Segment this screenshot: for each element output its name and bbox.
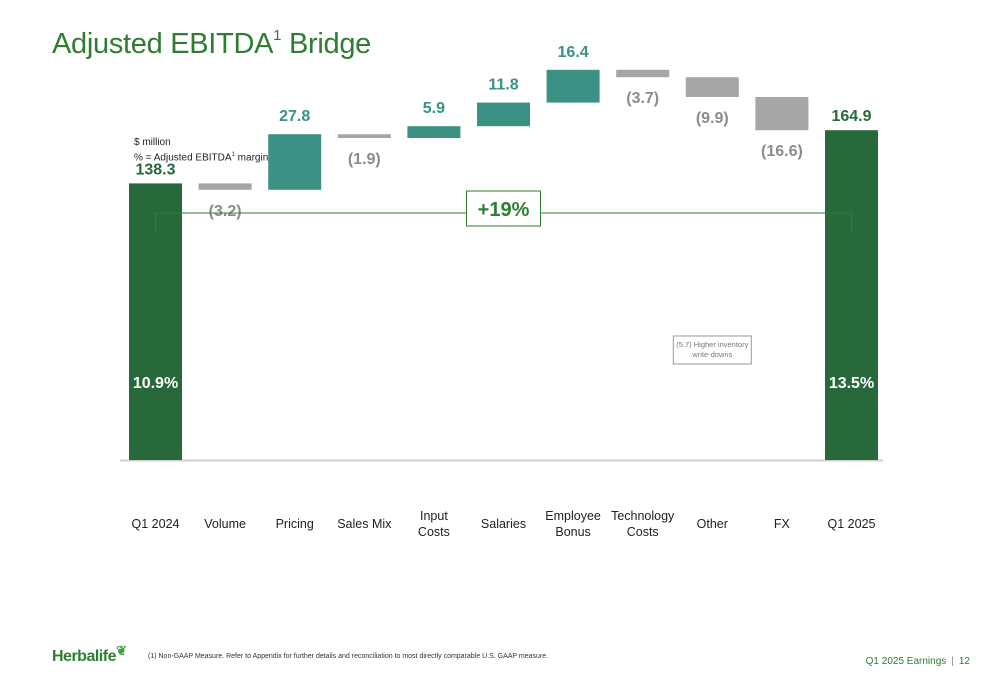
data-label-5: 11.8	[488, 77, 518, 94]
category-label-3: Sales Mix	[337, 517, 392, 531]
data-label-1: (3.2)	[209, 203, 242, 220]
page-title: Adjusted EBITDA1 Bridge	[52, 27, 372, 60]
data-label-6: 16.4	[558, 44, 589, 61]
margin-label-10: 13.5%	[829, 375, 874, 392]
bar-6	[546, 69, 600, 103]
units-line-million: $ million	[134, 137, 171, 148]
change-label: +19%	[478, 199, 530, 221]
page-footer: Q1 2025 Earnings | 12	[866, 656, 970, 667]
deck-name: Q1 2025 Earnings	[865, 656, 947, 667]
data-label-9: (16.6)	[761, 143, 803, 160]
bar-7	[616, 69, 670, 78]
category-label-7-1: Costs	[627, 525, 659, 539]
data-label-0: 138.3	[135, 161, 175, 178]
bar-4	[407, 126, 461, 138]
bar-10	[825, 130, 878, 460]
data-label-2: 27.8	[279, 108, 310, 125]
category-label-6-1: Bonus	[555, 525, 590, 539]
change-box	[466, 190, 541, 227]
data-label-4: 5.9	[423, 100, 445, 117]
data-label-10: 164.9	[831, 108, 871, 125]
category-label-1: Volume	[204, 517, 246, 531]
bar-2	[268, 134, 322, 190]
leaf-icon: ❦	[115, 643, 127, 658]
annotation-line-2: write-downs	[691, 350, 732, 359]
herbalife-logo: Herbalife❦	[52, 643, 127, 665]
units-line-margin: % = Adjusted EBITDA1 margin	[134, 152, 269, 164]
data-label-3: (1.9)	[348, 151, 381, 168]
bar-9	[755, 97, 809, 131]
category-label-0: Q1 2024	[132, 517, 180, 531]
category-label-9: FX	[774, 517, 791, 531]
category-label-10: Q1 2025	[828, 517, 876, 531]
bar-3	[337, 134, 391, 138]
units-note: $ million % = Adjusted EBITDA1 margin	[134, 136, 268, 164]
bar-8	[685, 77, 739, 97]
margin-label-0: 10.9%	[133, 375, 178, 392]
category-label-6-0: Employee	[545, 509, 601, 523]
category-label-5: Salaries	[481, 517, 526, 531]
bar-1	[198, 183, 252, 190]
footnote: (1) Non-GAAP Measure. Refer to Appendix …	[148, 653, 549, 660]
category-label-7-0: Technology	[611, 509, 675, 523]
annotation-line-1: (5.7) Higher inventory	[676, 340, 748, 349]
category-label-2: Pricing	[276, 517, 314, 531]
bar-5	[477, 102, 530, 127]
category-label-4-0: Input	[420, 509, 448, 523]
page-number: 12	[958, 656, 970, 667]
footer-separator: |	[951, 656, 954, 667]
category-label-4-1: Costs	[418, 525, 450, 539]
data-label-8: (9.9)	[696, 110, 729, 127]
category-label-8: Other	[697, 517, 728, 531]
annotation-box	[672, 335, 752, 365]
data-label-7: (3.7)	[626, 90, 659, 107]
